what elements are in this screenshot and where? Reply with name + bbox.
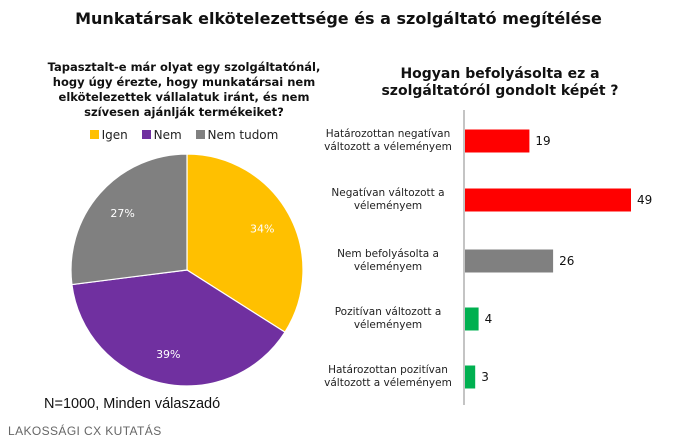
pie-title-line: Tapasztalt-e már olyat egy szolgáltatóná… [47,60,321,74]
bar-1 [465,129,530,153]
bar-category-line: Határozottan pozitívan [328,364,448,376]
pie-slice-igen [186,153,304,333]
bar-category-label: Határozottan negatívan változott a vélemé… [324,128,452,153]
legend-item-nem-tudom: Nem tudom [195,128,279,142]
bar-category-line: véleményem [354,261,422,273]
pie-chart-title: Tapasztalt-e már olyat egy szolgáltatóná… [34,60,334,120]
pie-slice-nem [71,269,286,387]
bar-5 [465,365,476,389]
legend-label: Igen [101,128,128,142]
sample-footnote: N=1000, Minden válaszadó [44,396,221,412]
pie-slice-nem-tudom [70,153,188,286]
bar-chart-title: Hogyan befolyásolta ez a szolgáltatóról … [370,66,630,100]
brand-footer: LAKOSSÁGI CX KUTATÁS [8,424,162,438]
legend-item-nem: Nem [141,128,182,142]
pie-chart: 34% 39% 27% [70,153,304,387]
bar-category-line: Negatívan változott a [331,187,444,199]
bar-title-line: szolgáltatóról gondolt képét ? [381,83,619,99]
bar-category-line: véleményem [354,200,422,212]
legend-item-igen: Igen [89,128,128,142]
bar-category-line: Nem befolyásolta a [337,248,439,260]
pie-title-line: szívesen ajánlják termékeiket? [84,105,284,119]
pie-pct-label-igen: 34% [250,223,274,236]
pie-title-line: hogy úgy érezte, hogy munkatársai nem [52,75,316,89]
bar-value-label: 19 [535,134,550,148]
bar-2 [465,188,631,212]
legend-swatch [195,130,205,139]
bar-category-line: Határozottan negatívan [326,128,451,140]
legend-swatch [141,130,151,139]
pie-title-line: elkötelezettek vállalatuk iránt, és nem [58,90,310,104]
legend-label: Nem tudom [207,128,279,142]
bar-value-label: 26 [559,254,574,268]
bar-category-line: véleményem [354,319,422,331]
pie-pct-label-nem-tudom: 27% [110,207,134,220]
bar-3 [465,249,554,273]
legend-swatch [89,130,99,139]
bar-category-label: Nem befolyásolta a véleményem [337,248,439,273]
bar-category-line: változott a véleményem [324,141,452,153]
bar-title-line: Hogyan befolyásolta ez a [400,66,600,82]
bar-4 [465,307,479,331]
bar-category-line: változott a véleményem [324,377,452,389]
bar-category-line: Pozitívan változott a [335,306,442,318]
bar-value-label: 4 [485,312,493,326]
legend-label: Nem [153,128,182,142]
bar-category-label: Negatívan változott a véleményem [331,187,444,212]
bar-category-label: Pozitívan változott a véleményem [335,306,442,331]
pie-legend: Igen Nem Nem tudom [34,128,334,142]
bar-category-label: Határozottan pozitívan változott a vélemé… [324,364,452,389]
bar-value-label: 3 [481,370,489,384]
page-title: Munkatársak elkötelezettsége és a szolgá… [75,9,602,28]
bar-value-label: 49 [637,193,652,207]
pie-pct-label-nem: 39% [156,348,180,361]
